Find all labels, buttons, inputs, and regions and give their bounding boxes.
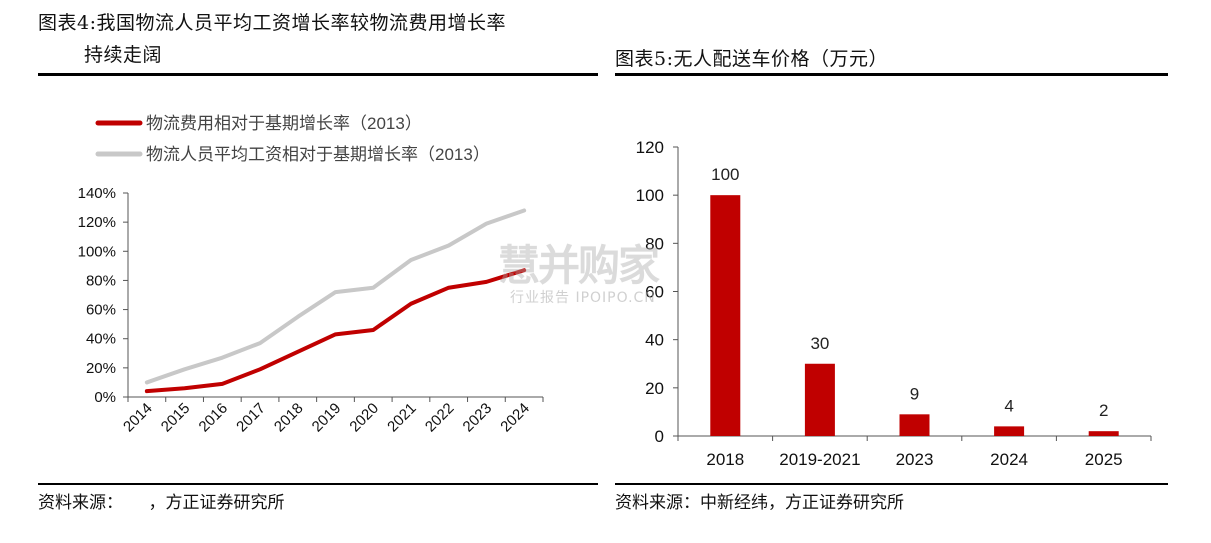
bar-chart-y-tick-label: 120 [636,138,664,157]
bar-2018 [710,195,741,436]
bar-chart-x-tick-label: 2024 [990,450,1028,469]
bar-data-label: 2 [1099,401,1108,420]
bar-chart-x-tick-label: 2023 [896,450,934,469]
right-title-rule [615,73,1168,76]
bar-data-label: 4 [1004,396,1013,415]
bar-data-label: 9 [910,384,919,403]
right-source-text: 资料来源：中新经纬，方正证券研究所 [615,493,904,513]
bar-data-label: 100 [711,165,739,184]
legend-label-0: 物流费用相对于基期增长率（2013） [146,114,422,133]
line-chart-y-tick-label: 60% [86,302,116,319]
bar-chart-y-tick-label: 40 [645,331,664,350]
bar-2024 [994,426,1025,436]
bar-chart-y-tick-label: 20 [645,379,664,398]
line-chart-x-tick-label: 2023 [460,400,496,436]
line-chart-x-tick-label: 2016 [196,400,232,436]
left-source-text: 资料来源： ，方正证券研究所 [38,493,285,513]
line-chart-x-tick-label: 2020 [346,400,382,436]
line-chart-y-tick-label: 140% [78,185,116,202]
line-chart-x-tick-label: 2014 [120,400,156,436]
bar-chart-x-tick-label: 2018 [706,450,744,469]
line-chart-y-tick-label: 120% [78,214,116,231]
series-line-logistics-wage [144,208,527,385]
bar-chart-x-tick-label: 2019-2021 [779,450,860,469]
line-chart-x-tick-label: 2015 [158,400,194,436]
bar-chart-y-tick-label: 0 [655,427,664,446]
bar-2019-2021 [804,363,835,436]
left-chart-title-line2: 持续走阔 [84,44,163,66]
bar-data-label: 30 [810,334,829,353]
bar-chart-y-tick-label: 60 [645,283,664,302]
bar-chart-y-tick-label: 80 [645,234,664,253]
line-chart-x-tick-label: 2022 [422,400,458,436]
line-chart-x-tick-label: 2017 [233,400,269,436]
line-chart-y-tick-label: 80% [86,272,116,289]
bar-chart: 0 20 40 60 80 100 120 100 2018 30 2019-2021 9 2023 4 2… [636,138,1152,469]
line-chart-x-tick-label: 2024 [497,400,533,436]
bar-chart-y-tick-label: 100 [636,186,664,205]
right-chart-title: 图表5:无人配送车价格（万元） [615,48,888,70]
line-chart-x-tick-label: 2019 [309,400,345,436]
line-chart-y-tick-label: 0% [94,389,116,406]
left-chart-title-line1: 图表4:我国物流人员平均工资增长率较物流费用增长率 [38,12,506,34]
line-chart-y-tick-label: 40% [86,331,116,348]
left-chart-title: 图表4:我国物流人员平均工资增长率较物流费用增长率 持续走阔 [38,7,598,71]
line-chart-x-tick-label: 2018 [271,400,307,436]
left-title-rule [38,73,598,76]
legend-label-1: 物流人员平均工资相对于基期增长率（2013） [146,145,490,164]
bar-chart-x-tick-label: 2025 [1085,450,1123,469]
left-source-rule [38,483,598,485]
bar-2025 [1088,431,1119,436]
line-chart-x-tick-label: 2021 [384,400,420,436]
right-source-rule [615,483,1168,485]
line-chart: 0%20%40%60%80%100%120%140%2014 2015 2016 20… [78,114,544,436]
series-line-logistics-cost [144,268,527,394]
line-chart-y-tick-label: 100% [78,243,116,260]
bar-2023 [899,414,930,436]
line-chart-y-tick-label: 20% [86,360,116,377]
